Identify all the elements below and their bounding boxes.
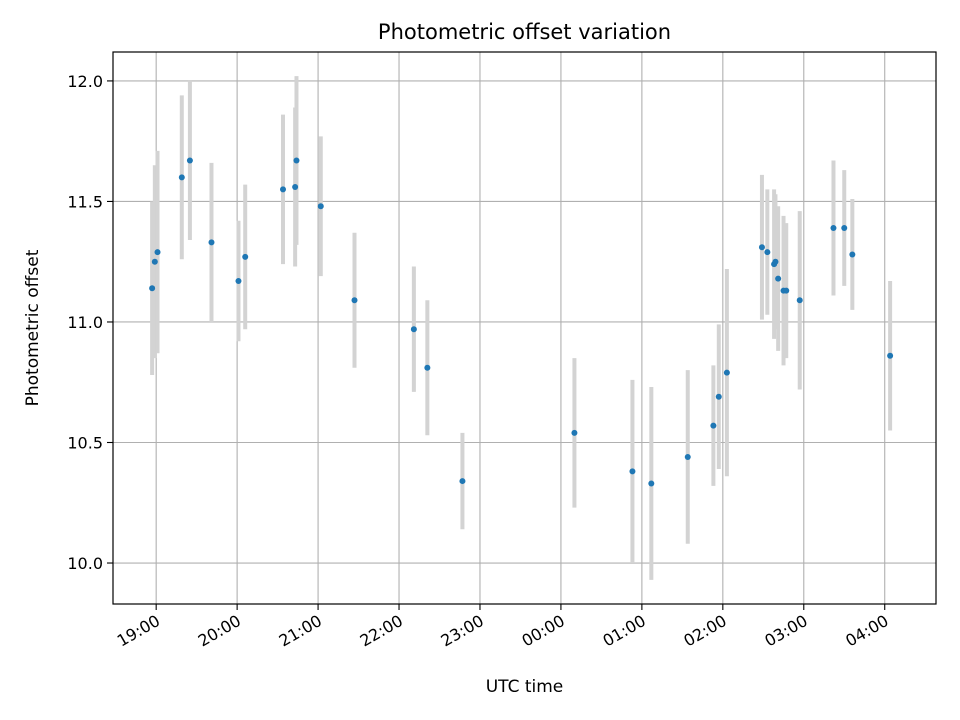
y-tick-label: 10.0 <box>67 554 103 573</box>
data-point <box>351 297 358 304</box>
chart-title: Photometric offset variation <box>378 20 671 44</box>
data-point <box>154 249 161 256</box>
x-tick-label: 04:00 <box>842 611 891 651</box>
data-point <box>830 224 837 231</box>
data-point <box>410 326 417 333</box>
data-point <box>459 478 466 485</box>
data-point <box>293 157 300 164</box>
data-point <box>242 253 249 260</box>
data-point <box>648 480 655 487</box>
x-axis-label: UTC time <box>486 677 564 697</box>
y-axis-label: Photometric offset <box>23 249 43 406</box>
y-axis-ticks: 10.0 10.5 11.0 11.5 12.0 <box>67 72 113 573</box>
x-tick-label: 22:00 <box>357 611 406 651</box>
data-point <box>629 468 636 475</box>
data-point <box>796 297 803 304</box>
plot-frame <box>112 51 937 605</box>
data-point <box>715 393 722 400</box>
data-point <box>710 422 717 429</box>
data-point <box>764 249 771 256</box>
x-tick-label: 01:00 <box>599 611 648 651</box>
data-point <box>279 186 286 193</box>
x-tick-label: 21:00 <box>276 611 325 651</box>
data-point <box>424 364 431 371</box>
x-axis-ticks: 19:00 20:00 21:00 22:00 23:00 00:00 01:00 02:00… <box>114 604 892 651</box>
data-point <box>235 277 242 284</box>
x-tick-label: 00:00 <box>518 611 567 651</box>
data-point <box>887 352 894 359</box>
x-tick-label: 23:00 <box>438 611 487 651</box>
x-tick-label: 19:00 <box>114 611 163 651</box>
data-point <box>684 453 691 460</box>
data-point <box>723 369 730 376</box>
y-tick-label: 12.0 <box>67 72 103 91</box>
data-point <box>317 203 324 210</box>
y-tick-label: 10.5 <box>67 433 103 452</box>
data-point <box>149 285 156 292</box>
data-points <box>149 157 894 487</box>
error-bars <box>150 76 893 580</box>
data-point <box>292 183 299 190</box>
data-point <box>775 275 782 282</box>
grid <box>113 52 936 604</box>
x-tick-label: 03:00 <box>761 611 810 651</box>
data-point <box>151 258 158 265</box>
data-point <box>178 174 185 181</box>
data-point <box>849 251 856 258</box>
data-point <box>208 239 215 246</box>
y-tick-label: 11.5 <box>67 192 103 211</box>
data-point <box>758 244 765 251</box>
x-tick-label: 02:00 <box>680 611 729 651</box>
data-point <box>772 258 779 265</box>
data-point <box>186 157 193 164</box>
data-point <box>841 224 848 231</box>
data-point <box>783 287 790 294</box>
x-tick-label: 20:00 <box>195 611 244 651</box>
y-tick-label: 11.0 <box>67 313 103 332</box>
data-point <box>571 429 578 436</box>
